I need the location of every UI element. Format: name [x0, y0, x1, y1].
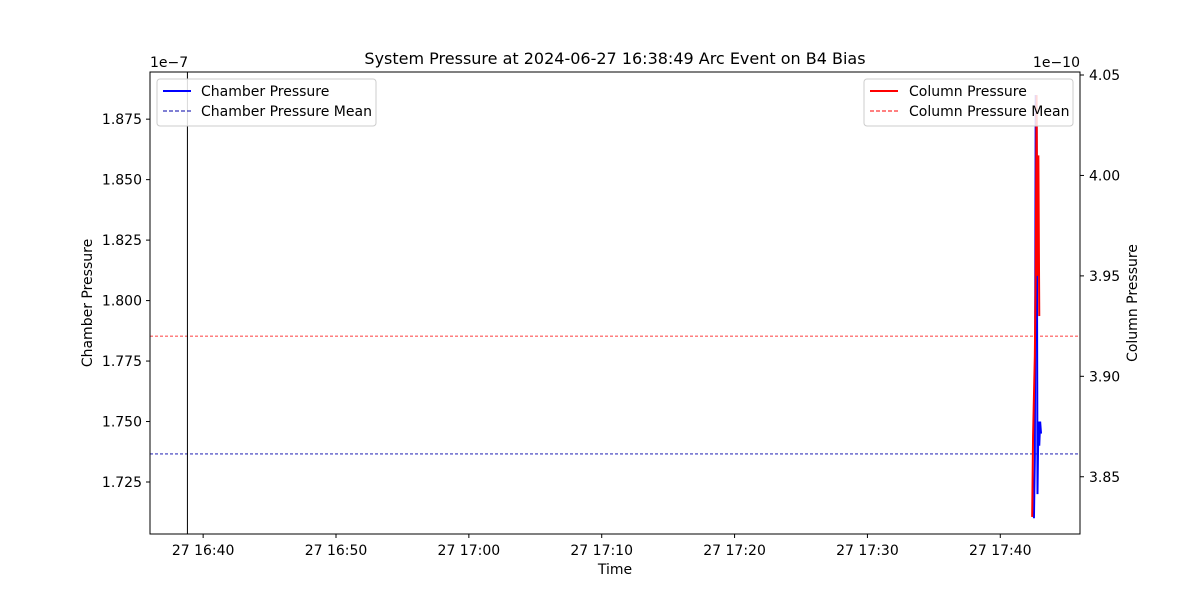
series-line-column-pressure: [1031, 95, 1041, 517]
y-left-tick-label-2: 1.775: [102, 354, 142, 370]
series-lines: [1031, 94, 1043, 519]
legend-right: Column Pressure Column Pressure Mean: [863, 78, 1074, 127]
x-tick-label-1: 27 16:50: [305, 543, 368, 559]
y-right-tick-label-3: 4.00: [1089, 168, 1120, 184]
x-tick-label-2: 27 17:00: [438, 543, 501, 559]
y-axis-left-label: Chamber Pressure: [80, 239, 96, 367]
mean-lines: [150, 335, 1080, 455]
y-left-tick-label-4: 1.825: [102, 233, 142, 249]
legend-left: Chamber Pressure Chamber Pressure Mean: [156, 78, 377, 127]
y-right-tick-label-1: 3.90: [1089, 369, 1120, 385]
x-tick-label-6: 27 17:40: [969, 543, 1032, 559]
y-axis-left: 1.725 1.750 1.775 1.800 1.825 1.850 1.875: [102, 112, 150, 491]
y-left-tick-label-5: 1.850: [102, 173, 142, 189]
y-left-tick-label-3: 1.800: [102, 294, 142, 310]
y-left-tick-label-1: 1.750: [102, 415, 142, 431]
x-axis-label: Time: [597, 562, 632, 578]
y-axis-right-label: Column Pressure: [1125, 244, 1141, 362]
right-axis-offset: 1e−10: [1033, 55, 1080, 71]
chart-title: System Pressure at 2024-06-27 16:38:49 A…: [364, 49, 865, 68]
x-tick-label-0: 27 16:40: [172, 543, 235, 559]
legend-label-chamber-pressure: Chamber Pressure: [201, 84, 329, 100]
x-axis: 27 16:40 27 16:50 27 17:00 27 17:10 27 17:20…: [172, 534, 1032, 559]
legend-label-chamber-pressure-mean: Chamber Pressure Mean: [201, 104, 372, 120]
x-tick-label-3: 27 17:10: [570, 543, 633, 559]
x-tick-label-5: 27 17:30: [836, 543, 899, 559]
x-tick-label-4: 27 17:20: [703, 543, 766, 559]
y-right-tick-label-2: 3.95: [1089, 269, 1120, 285]
y-right-tick-label-4: 4.05: [1089, 68, 1120, 84]
legend-label-column-pressure-mean: Column Pressure Mean: [909, 104, 1069, 120]
legend-label-column-pressure: Column Pressure: [909, 84, 1027, 100]
plot-frame: [149, 71, 1081, 535]
y-left-tick-label-6: 1.875: [102, 112, 142, 128]
left-axis-offset: 1e−7: [150, 55, 188, 71]
y-left-tick-label-0: 1.725: [102, 475, 142, 491]
y-axis-right: 3.85 3.90 3.95 4.00 4.05: [1080, 68, 1120, 486]
y-right-tick-label-0: 3.85: [1089, 470, 1120, 486]
